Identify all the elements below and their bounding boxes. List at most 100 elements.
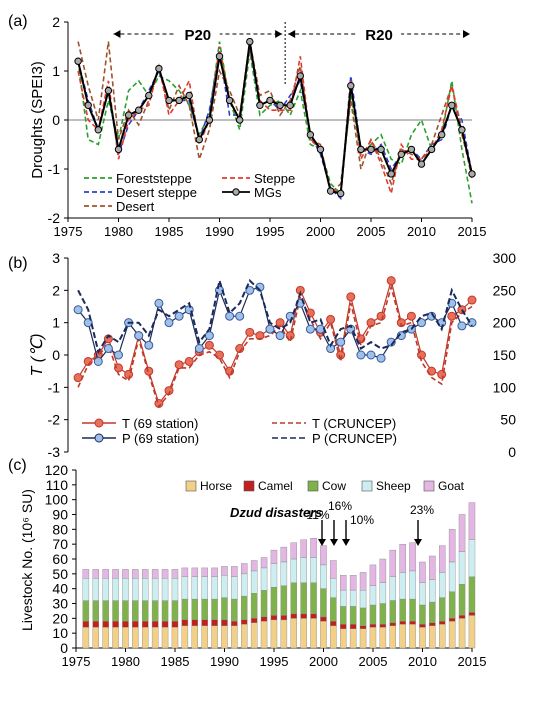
bar-camel [320,616,327,622]
bar-cow [389,600,397,623]
bar-horse [161,627,169,649]
bar-camel [250,618,258,623]
y-tick-label: 2 [52,282,60,298]
y-tick-label: -3 [48,444,61,460]
mgs-point [225,96,234,105]
bar-goat [82,569,90,579]
point [305,324,315,334]
legend-label: Desert steppe [116,185,197,200]
mgs-point [438,131,446,139]
bar-camel [359,625,367,629]
bar-cow [221,597,228,621]
y-tick-label: 110 [46,477,69,493]
bar-camel [260,616,268,622]
bar-horse [181,625,189,649]
bar-horse [359,628,367,649]
bar-horse [211,625,218,649]
bar-horse [240,624,248,649]
point [174,360,184,370]
bar-sheep [468,539,476,578]
point [265,324,275,334]
bar-goat [458,514,466,552]
bar-sheep [211,576,218,600]
point [376,353,386,363]
x-tick-label: 1995 [260,654,289,669]
bar-horse [399,624,406,649]
bar-sheep [389,576,397,601]
bar-goat [468,502,476,540]
bar-camel [399,621,406,625]
bar-cow [290,582,298,615]
x-tick-label: 1980 [104,224,133,239]
point [154,298,164,308]
point [174,311,184,321]
y-tick-label: 90 [52,507,68,523]
bar-cow [102,600,109,622]
y2-tick-label: 200 [493,315,517,331]
y-tick-label: 60 [52,551,68,567]
bar-cow [181,598,189,620]
mgs-point [145,91,153,100]
bar-cow [260,589,268,617]
bar-sheep [320,564,327,589]
point [83,318,93,328]
bar-horse [201,625,208,649]
point [245,327,255,337]
bar-goat [161,569,169,579]
mgs-point [266,96,274,105]
bar-cow [419,604,426,625]
bar-camel [211,619,218,626]
mgs-point [347,82,355,90]
bar-camel [231,621,238,626]
bar-sheep [240,573,248,597]
y-tick-label: 80 [52,521,68,537]
bar-goat [290,542,298,560]
bar-camel [409,621,416,625]
bar-cow [369,604,377,625]
x-tick-label: 2010 [408,654,437,669]
legend-marker [94,418,104,428]
dzud-percent: 10% [350,513,374,527]
bar-goat [448,529,456,563]
legend-label: Desert [116,199,155,214]
mgs-point [114,145,123,154]
mgs-point [377,145,385,154]
point [114,363,123,373]
mgs-point [306,131,315,139]
bar-cow [310,582,317,615]
y-tick-label: 0 [52,112,60,128]
bar-horse [191,625,198,649]
bar-goat [429,555,436,580]
mgs-point [296,72,304,80]
bar-camel [429,622,436,626]
legend-label: T (69 station) [122,416,198,431]
bar-sheep [151,578,159,601]
mgs-point [427,145,436,154]
bar-horse [260,621,268,649]
bar-goat [419,561,426,583]
bar-camel [132,621,139,628]
point [255,331,265,341]
dzud-percent: 16% [328,499,352,513]
bar-cow [250,592,258,619]
bar-horse [280,619,288,649]
point [235,311,245,321]
bar-cow [320,588,327,618]
bar-sheep [359,589,367,609]
bar-goat [439,545,446,573]
y-tick-label: 70 [52,536,68,552]
mgs-point [74,57,82,65]
y-tick-label: 2 [52,14,60,30]
bar-horse [349,628,357,649]
point [467,318,477,328]
bar-camel [82,621,90,628]
mgs-point [367,145,375,154]
bar-horse [290,618,298,649]
y2-tick-label: 150 [493,347,517,363]
legend-label: Steppe [254,171,295,186]
point [386,276,396,286]
legend-label: P (69 station) [122,431,199,446]
bar-goat [171,569,179,579]
legend-label: P (CRUNCEP) [312,431,397,446]
bar-sheep [141,578,149,601]
